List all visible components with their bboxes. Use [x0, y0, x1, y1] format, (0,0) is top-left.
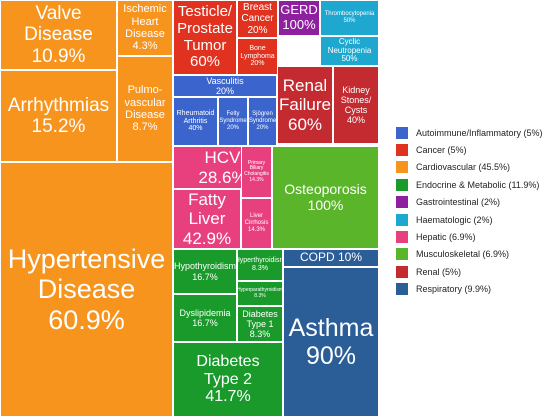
treemap-cell: Liver Cirrhosis 14.3%: [241, 198, 272, 249]
treemap-cell: COPD 10%: [283, 249, 379, 267]
legend-item: Haematologic (2%): [396, 211, 543, 228]
legend-label: Haematologic (2%): [416, 214, 493, 225]
treemap-cell: Hypertensive Disease 60.9%: [0, 162, 173, 417]
legend-label: Renal (5%): [416, 266, 462, 277]
legend-item: Musculoskeletal (6.9%): [396, 246, 543, 263]
treemap-cell: Hypothyroidism 16.7%: [173, 249, 237, 294]
treemap-cell-label: Asthma 90%: [288, 314, 374, 370]
treemap-cell: Testicle/ Prostate Tumor 60%: [173, 0, 237, 75]
treemap-cell: Hyperthyroidism 8.3%: [237, 249, 283, 281]
treemap-cell: Pulmo- vascular Disease 8.7%: [117, 56, 173, 162]
treemap-cell: Kidney Stones/ Cysts 40%: [333, 66, 379, 144]
treemap-cell-label: GERD 100%: [280, 2, 318, 32]
treemap-cell-label: COPD 10%: [299, 250, 363, 265]
treemap-cell: Valve Disease 10.9%: [0, 0, 117, 70]
legend-label: Gastrointestinal (2%): [416, 197, 501, 208]
treemap-cell: Breast Cancer 20%: [237, 0, 278, 38]
legend-label: Autoimmune/Inflammatory (5%): [416, 127, 543, 138]
legend-item: Endocrine & Metabolic (11.9%): [396, 176, 543, 193]
treemap-cell-label: Diabetes Type 1 8.3%: [242, 308, 278, 340]
legend-label: Hepatic (6.9%): [416, 232, 476, 243]
treemap-cell: Bone Lymphoma 20%: [237, 38, 278, 75]
legend-swatch: [396, 248, 408, 261]
treemap-cell: Cyclic Neutropenia 50%: [320, 36, 379, 66]
treemap-cell-label: Cyclic Neutropenia 50%: [327, 36, 372, 64]
legend-item: Renal (5%): [396, 263, 543, 280]
treemap-cell: Diabetes Type 2 41.7%: [173, 342, 283, 417]
treemap-cell: Primary Biliary Cholangitis 14.3%: [241, 146, 272, 198]
treemap-cell-label: Primary Biliary Cholangitis 14.3%: [244, 159, 269, 183]
treemap-cell-label: Dyslipidemia 16.7%: [179, 307, 231, 328]
legend-item: Autoimmune/Inflammatory (5%): [396, 124, 543, 141]
legend-swatch: [396, 265, 408, 278]
treemap-cell-label: Vasculitis 20%: [206, 75, 244, 96]
treemap-cell-label: Hyperparathyroidism 8.3%: [237, 286, 283, 299]
treemap-cell: Osteoporosis 100%: [272, 146, 379, 249]
legend-item: Respiratory (9.9%): [396, 281, 543, 298]
treemap-cell: Rheumatoid Arthritis 40%: [173, 97, 218, 146]
treemap-cell-label: Hypertensive Disease 60.9%: [7, 244, 166, 335]
legend-swatch: [396, 161, 408, 174]
legend-swatch: [396, 178, 408, 191]
treemap-cell-label: Liver Cirrhosis 14.3%: [244, 213, 269, 233]
legend-swatch: [396, 283, 408, 296]
treemap-cell-label: Thrombocytopenia 50%: [324, 11, 375, 24]
legend-item: Cancer (5%): [396, 141, 543, 158]
treemap-cell: Fatty Liver 42.9%: [173, 189, 241, 249]
treemap-cell: Arrhythmias 15.2%: [0, 70, 117, 162]
treemap-cell: Dyslipidemia 16.7%: [173, 294, 237, 342]
legend-swatch: [396, 126, 408, 139]
treemap-cell-label: Osteoporosis 100%: [284, 180, 367, 213]
treemap-cell-label: HCV 28.6%: [198, 148, 247, 187]
treemap-cell-label: Kidney Stones/ Cysts 40%: [340, 84, 372, 126]
legend-item: Hepatic (6.9%): [396, 228, 543, 245]
treemap-cell: Ischemic Heart Disease 4.3%: [117, 0, 173, 56]
treemap-cell: Vasculitis 20%: [173, 75, 277, 97]
treemap-cell-label: Hyperthyroidism 8.3%: [237, 257, 283, 272]
treemap-cell-label: Rheumatoid Arthritis 40%: [176, 109, 215, 133]
legend-item: Gastrointestinal (2%): [396, 194, 543, 211]
legend-label: Musculoskeletal (6.9%): [416, 249, 510, 260]
treemap-cell-label: Breast Cancer 20%: [241, 2, 274, 36]
legend-swatch: [396, 213, 408, 226]
treemap-cell-label: Sjögren Syndrome 20%: [248, 111, 277, 131]
treemap-cell-label: Arrhythmias 15.2%: [7, 94, 110, 137]
treemap-cell: Sjögren Syndrome 20%: [248, 97, 277, 146]
treemap-cell-label: Felty Syndrome 20%: [219, 111, 247, 131]
treemap-cell-label: Pulmo- vascular Disease 8.7%: [124, 84, 166, 134]
legend-label: Endocrine & Metabolic (11.9%): [416, 179, 540, 190]
treemap-cell: Felty Syndrome 20%: [218, 97, 248, 146]
legend: Autoimmune/Inflammatory (5%) Cancer (5%) C…: [396, 124, 543, 298]
legend-swatch: [396, 196, 408, 209]
legend-label: Cancer (5%): [416, 145, 467, 156]
legend-swatch: [396, 144, 408, 157]
treemap-cell-label: Diabetes Type 2 41.7%: [196, 352, 260, 406]
treemap-cell-label: Ischemic Heart Disease 4.3%: [123, 3, 167, 53]
treemap-cell-label: Hypothyroidism 16.7%: [173, 261, 237, 282]
legend-label: Cardiovascular (45.5%): [416, 162, 511, 173]
legend-swatch: [396, 231, 408, 244]
treemap-cell-label: Bone Lymphoma 20%: [240, 44, 275, 68]
treemap-cell: GERD 100%: [278, 0, 320, 36]
legend-label: Respiratory (9.9%): [416, 284, 492, 295]
treemap-cell-label: Fatty Liver 42.9%: [182, 190, 232, 248]
treemap-cell: Renal Failure 60%: [277, 66, 333, 144]
treemap-cell: Diabetes Type 1 8.3%: [237, 306, 283, 342]
treemap-cell: Asthma 90%: [283, 267, 379, 417]
treemap-cell-label: Renal Failure 60%: [279, 76, 331, 134]
treemap-cell: Hyperparathyroidism 8.3%: [237, 281, 283, 306]
legend-item: Cardiovascular (45.5%): [396, 159, 543, 176]
treemap-cell: Thrombocytopenia 50%: [320, 0, 379, 36]
treemap-cell-label: Valve Disease 10.9%: [24, 3, 93, 67]
treemap-cell-label: Testicle/ Prostate Tumor 60%: [177, 2, 233, 71]
